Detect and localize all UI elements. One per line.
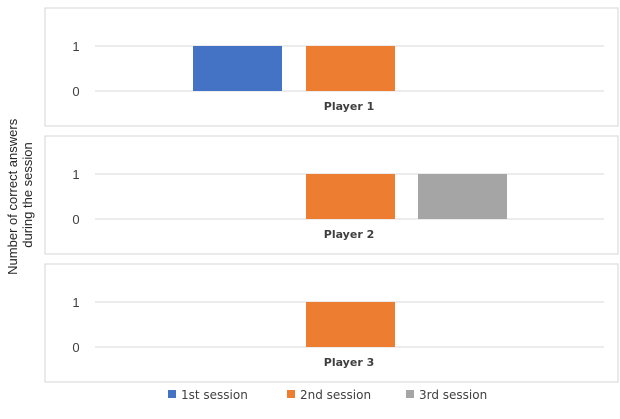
panel-player-3: 1 0 Player 3 bbox=[44, 263, 619, 383]
y-axis-label-line-2: during the session bbox=[20, 142, 35, 248]
y-tick-label: 1 bbox=[72, 39, 79, 54]
legend-item: 2nd session bbox=[287, 388, 371, 402]
bar-3rd-session bbox=[418, 174, 507, 219]
legend-label: 1st session bbox=[181, 388, 248, 402]
chart-panels: 1 0 Player 1 1 0 Player 2 1 0 Player 3 bbox=[44, 7, 619, 383]
legend-item: 3rd session bbox=[406, 388, 487, 402]
bar-2nd-session bbox=[306, 174, 395, 219]
panel-player-1: 1 0 Player 1 bbox=[44, 7, 619, 127]
legend-label: 3rd session bbox=[419, 388, 487, 402]
bar-2nd-session bbox=[306, 302, 395, 347]
y-tick-label: 1 bbox=[72, 167, 79, 182]
legend-swatch bbox=[168, 390, 176, 398]
bar-2nd-session bbox=[306, 46, 395, 91]
legend-swatch bbox=[406, 390, 414, 398]
legend-swatch bbox=[287, 390, 295, 398]
legend: 1st session 2nd session 3rd session bbox=[168, 388, 487, 402]
panel-label: Player 1 bbox=[324, 100, 374, 113]
legend-item: 1st session bbox=[168, 388, 248, 402]
y-tick-label: 0 bbox=[72, 340, 79, 355]
panel-player-2: 1 0 Player 2 bbox=[44, 135, 619, 255]
y-axis-label: Number of correct answers during the ses… bbox=[5, 115, 35, 275]
legend-label: 2nd session bbox=[300, 388, 371, 402]
panel-label: Player 3 bbox=[324, 356, 374, 369]
y-axis-label-line-1: Number of correct answers bbox=[5, 118, 20, 275]
y-tick-label: 0 bbox=[72, 212, 79, 227]
bar-1st-session bbox=[193, 46, 282, 91]
panel-label: Player 2 bbox=[324, 228, 374, 241]
y-tick-label: 0 bbox=[72, 84, 79, 99]
y-tick-label: 1 bbox=[72, 295, 79, 310]
